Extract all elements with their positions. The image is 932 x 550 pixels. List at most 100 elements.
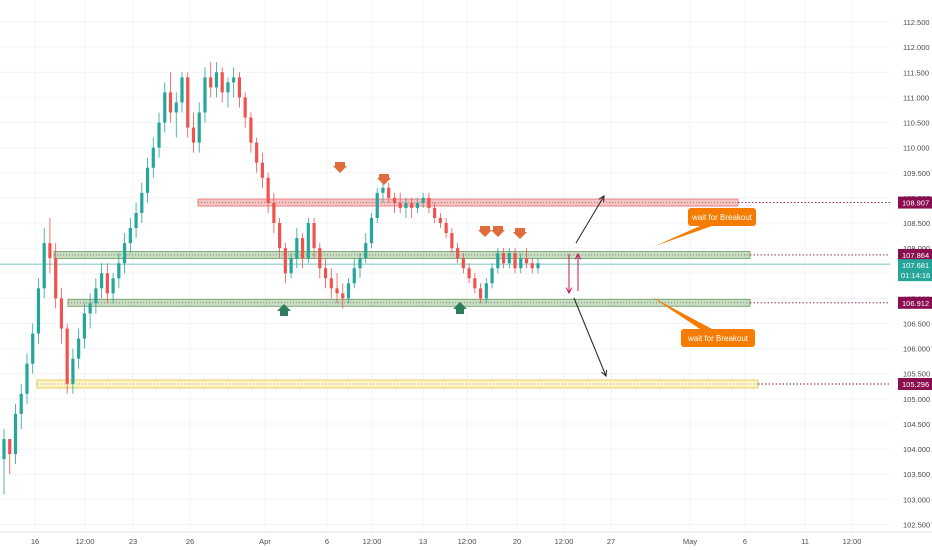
candle-body xyxy=(203,77,207,113)
candle-body xyxy=(111,278,115,294)
candle-body xyxy=(117,263,121,279)
candle-body xyxy=(484,283,488,299)
price-tag-label: 107.864 xyxy=(902,251,929,260)
candle-body xyxy=(358,258,362,269)
time-tick-label: 26 xyxy=(186,537,194,546)
time-tick-label: 12:00 xyxy=(458,537,477,546)
candle-body xyxy=(180,77,184,103)
range-arrow-down-head xyxy=(565,287,573,295)
time-tick-label: 23 xyxy=(129,537,137,546)
candle-body xyxy=(232,77,236,83)
candle-body xyxy=(323,268,328,279)
candle-body xyxy=(306,223,310,259)
candle-body xyxy=(168,92,173,113)
candle-body xyxy=(191,127,196,143)
candle-body xyxy=(318,248,322,269)
candle-body xyxy=(214,72,219,88)
candle-body xyxy=(507,253,511,264)
price-tag-label: 106.912 xyxy=(902,299,929,308)
candle-body xyxy=(174,102,178,113)
candle-body xyxy=(255,142,259,163)
time-tick-label: 12:00 xyxy=(363,537,382,546)
pivot-markers xyxy=(277,162,527,316)
price-axis[interactable]: 112.500 112.000 111.500 111.000 110.500 110.0… xyxy=(903,18,930,529)
projection-arrow-down xyxy=(573,297,607,377)
candle-body xyxy=(186,77,190,128)
candle-body xyxy=(335,288,339,294)
candle-body xyxy=(13,413,18,455)
breakout-note-lower: wait for Breakout xyxy=(652,297,755,347)
candle-body xyxy=(410,202,414,208)
candle-body xyxy=(140,192,144,213)
candle-body xyxy=(375,192,379,218)
candle-body xyxy=(122,243,127,264)
candle-body xyxy=(100,273,104,289)
candle-body xyxy=(260,162,264,178)
support-resistance-zones xyxy=(0,198,890,389)
down-arrow-icon xyxy=(377,174,391,185)
price-tick-label: 108.500 xyxy=(903,219,930,228)
time-tick-label: 16 xyxy=(31,537,39,546)
candle-body xyxy=(369,217,374,244)
candle-body xyxy=(151,147,155,168)
price-tick-label: 109.500 xyxy=(903,169,930,178)
candle-body xyxy=(438,217,442,224)
candle-body xyxy=(272,202,276,224)
up-arrow-icon xyxy=(277,304,291,316)
price-tick-label: 105.000 xyxy=(903,395,930,404)
candle-body xyxy=(220,72,224,93)
candle-body xyxy=(524,258,529,264)
range-arrow-up-head xyxy=(574,252,582,260)
candle-body xyxy=(278,223,282,249)
candle-body xyxy=(2,439,6,460)
candle-body xyxy=(341,293,345,299)
candle-body xyxy=(433,207,437,218)
candle-body xyxy=(243,97,247,118)
candle-body xyxy=(387,187,391,198)
candle-body xyxy=(312,223,316,249)
projection-arrow-up xyxy=(575,195,605,244)
price-tick-label: 112.000 xyxy=(903,43,930,52)
candle-body xyxy=(71,358,75,384)
candle-body xyxy=(513,253,517,269)
candle-body xyxy=(289,258,293,274)
projection-arrow-down-head xyxy=(601,369,607,378)
price-tag-label: 105.296 xyxy=(902,380,929,389)
candle-body xyxy=(237,77,242,98)
candle-body xyxy=(392,197,397,203)
price-tag xyxy=(898,196,932,209)
candle-body xyxy=(157,122,161,148)
candle-body xyxy=(346,283,351,299)
candle-body xyxy=(398,202,402,208)
time-axis[interactable]: 16 12:00 23 26 Apr 6 12:00 13 12:00 20 12:00 27 May 6… xyxy=(0,531,932,546)
time-tick-label: 13 xyxy=(419,537,427,546)
price-tag xyxy=(898,296,932,309)
candle-body xyxy=(450,233,454,249)
price-tick-label: 103.500 xyxy=(903,470,930,479)
candle-body xyxy=(31,333,35,364)
candle-body xyxy=(82,313,86,339)
time-tick-label: 20 xyxy=(513,537,521,546)
time-tick-label: 12:00 xyxy=(843,537,862,546)
candle-body xyxy=(54,258,58,299)
down-arrow-icon xyxy=(513,228,527,239)
candle-body xyxy=(519,258,523,269)
candle-body xyxy=(473,278,477,289)
price-tick-label: 111.500 xyxy=(903,68,929,77)
candle-body xyxy=(266,177,270,203)
down-arrow-icon xyxy=(333,162,347,173)
countdown-label: 01:14:16 xyxy=(901,271,930,280)
candle-body xyxy=(8,439,12,455)
candle-body xyxy=(283,248,287,274)
price-tick-label: 103.000 xyxy=(903,495,930,504)
candle-body xyxy=(490,268,494,284)
candle-body xyxy=(421,197,425,203)
price-tick-label: 102.500 xyxy=(903,520,930,529)
price-tick-label: 110.000 xyxy=(903,144,930,153)
projection-arrow-up-head xyxy=(598,195,605,203)
down-arrow-icon xyxy=(478,226,492,237)
candle-body xyxy=(415,202,420,208)
price-tick-label: 110.500 xyxy=(903,119,930,128)
candle-body xyxy=(496,253,500,269)
